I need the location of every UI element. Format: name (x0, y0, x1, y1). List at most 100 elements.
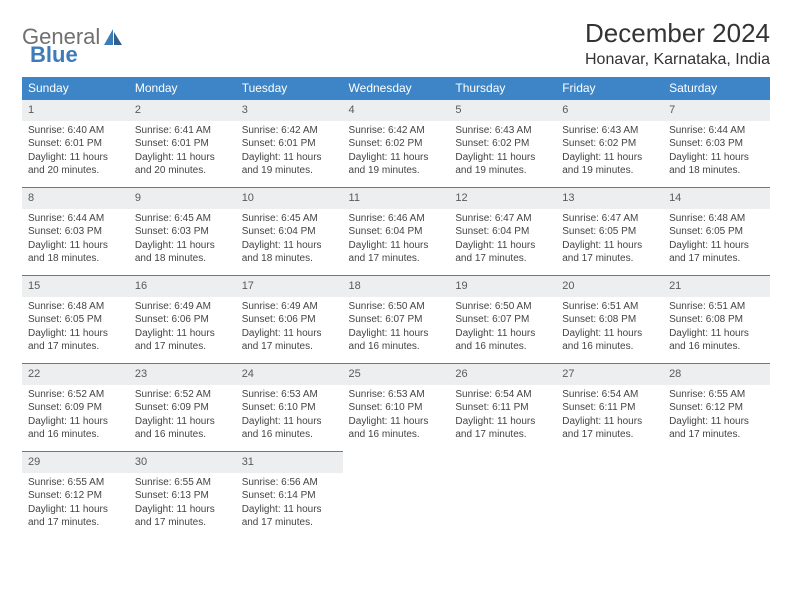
sunset-text: Sunset: 6:04 PM (455, 225, 550, 239)
day-details: Sunrise: 6:55 AMSunset: 6:13 PMDaylight:… (129, 473, 236, 536)
calendar-week-row: 15Sunrise: 6:48 AMSunset: 6:05 PMDayligh… (22, 276, 770, 364)
sunset-text: Sunset: 6:11 PM (455, 401, 550, 415)
day-number: 27 (556, 364, 663, 385)
daylight-text: Daylight: 11 hours and 16 minutes. (349, 415, 444, 442)
daylight-text: Daylight: 11 hours and 18 minutes. (242, 239, 337, 266)
calendar-day-cell: 2Sunrise: 6:41 AMSunset: 6:01 PMDaylight… (129, 100, 236, 188)
calendar-week-row: 8Sunrise: 6:44 AMSunset: 6:03 PMDaylight… (22, 188, 770, 276)
calendar-day-cell: 24Sunrise: 6:53 AMSunset: 6:10 PMDayligh… (236, 364, 343, 452)
calendar-day-cell: 1Sunrise: 6:40 AMSunset: 6:01 PMDaylight… (22, 100, 129, 188)
sunset-text: Sunset: 6:10 PM (242, 401, 337, 415)
sunset-text: Sunset: 6:01 PM (28, 137, 123, 151)
day-details: Sunrise: 6:52 AMSunset: 6:09 PMDaylight:… (22, 385, 129, 448)
logo-line2: Blue (30, 42, 78, 68)
calendar-day-cell: 29Sunrise: 6:55 AMSunset: 6:12 PMDayligh… (22, 452, 129, 540)
day-details: Sunrise: 6:55 AMSunset: 6:12 PMDaylight:… (663, 385, 770, 448)
day-details: Sunrise: 6:43 AMSunset: 6:02 PMDaylight:… (556, 121, 663, 184)
day-number: 30 (129, 452, 236, 473)
daylight-text: Daylight: 11 hours and 17 minutes. (242, 327, 337, 354)
calendar-day-cell: 12Sunrise: 6:47 AMSunset: 6:04 PMDayligh… (449, 188, 556, 276)
sunrise-text: Sunrise: 6:50 AM (349, 300, 444, 314)
daylight-text: Daylight: 11 hours and 16 minutes. (349, 327, 444, 354)
daylight-text: Daylight: 11 hours and 16 minutes. (28, 415, 123, 442)
calendar-week-row: 29Sunrise: 6:55 AMSunset: 6:12 PMDayligh… (22, 452, 770, 540)
day-number: 21 (663, 276, 770, 297)
sunset-text: Sunset: 6:09 PM (28, 401, 123, 415)
daylight-text: Daylight: 11 hours and 17 minutes. (135, 503, 230, 530)
sunrise-text: Sunrise: 6:55 AM (28, 476, 123, 490)
day-details: Sunrise: 6:43 AMSunset: 6:02 PMDaylight:… (449, 121, 556, 184)
calendar-day-cell: 14Sunrise: 6:48 AMSunset: 6:05 PMDayligh… (663, 188, 770, 276)
day-details: Sunrise: 6:44 AMSunset: 6:03 PMDaylight:… (663, 121, 770, 184)
calendar-day-cell: 6Sunrise: 6:43 AMSunset: 6:02 PMDaylight… (556, 100, 663, 188)
day-number: 31 (236, 452, 343, 473)
weekday-header: Saturday (663, 77, 770, 100)
sunset-text: Sunset: 6:12 PM (28, 489, 123, 503)
day-details: Sunrise: 6:47 AMSunset: 6:05 PMDaylight:… (556, 209, 663, 272)
day-details: Sunrise: 6:49 AMSunset: 6:06 PMDaylight:… (129, 297, 236, 360)
day-details: Sunrise: 6:44 AMSunset: 6:03 PMDaylight:… (22, 209, 129, 272)
sunrise-text: Sunrise: 6:55 AM (135, 476, 230, 490)
sunset-text: Sunset: 6:08 PM (562, 313, 657, 327)
calendar-day-cell: 16Sunrise: 6:49 AMSunset: 6:06 PMDayligh… (129, 276, 236, 364)
sunrise-text: Sunrise: 6:47 AM (562, 212, 657, 226)
sunrise-text: Sunrise: 6:51 AM (669, 300, 764, 314)
day-details: Sunrise: 6:42 AMSunset: 6:01 PMDaylight:… (236, 121, 343, 184)
daylight-text: Daylight: 11 hours and 18 minutes. (135, 239, 230, 266)
daylight-text: Daylight: 11 hours and 17 minutes. (135, 327, 230, 354)
daylight-text: Daylight: 11 hours and 17 minutes. (349, 239, 444, 266)
day-number: 19 (449, 276, 556, 297)
sunrise-text: Sunrise: 6:44 AM (28, 212, 123, 226)
sunrise-text: Sunrise: 6:45 AM (242, 212, 337, 226)
daylight-text: Daylight: 11 hours and 17 minutes. (455, 415, 550, 442)
sunset-text: Sunset: 6:01 PM (242, 137, 337, 151)
day-details: Sunrise: 6:50 AMSunset: 6:07 PMDaylight:… (343, 297, 450, 360)
weekday-header-row: SundayMondayTuesdayWednesdayThursdayFrid… (22, 77, 770, 100)
day-number: 24 (236, 364, 343, 385)
daylight-text: Daylight: 11 hours and 20 minutes. (135, 151, 230, 178)
day-number: 18 (343, 276, 450, 297)
calendar-day-cell: 7Sunrise: 6:44 AMSunset: 6:03 PMDaylight… (663, 100, 770, 188)
sunrise-text: Sunrise: 6:49 AM (242, 300, 337, 314)
day-number: 6 (556, 100, 663, 121)
sunset-text: Sunset: 6:10 PM (349, 401, 444, 415)
daylight-text: Daylight: 11 hours and 17 minutes. (562, 239, 657, 266)
day-details: Sunrise: 6:48 AMSunset: 6:05 PMDaylight:… (22, 297, 129, 360)
calendar-day-cell (663, 452, 770, 540)
sunset-text: Sunset: 6:05 PM (562, 225, 657, 239)
calendar-day-cell (556, 452, 663, 540)
sunset-text: Sunset: 6:07 PM (455, 313, 550, 327)
sunrise-text: Sunrise: 6:47 AM (455, 212, 550, 226)
sunset-text: Sunset: 6:01 PM (135, 137, 230, 151)
location: Honavar, Karnataka, India (585, 51, 770, 69)
calendar-day-cell: 22Sunrise: 6:52 AMSunset: 6:09 PMDayligh… (22, 364, 129, 452)
day-number: 5 (449, 100, 556, 121)
daylight-text: Daylight: 11 hours and 19 minutes. (242, 151, 337, 178)
calendar-day-cell: 11Sunrise: 6:46 AMSunset: 6:04 PMDayligh… (343, 188, 450, 276)
calendar-day-cell: 27Sunrise: 6:54 AMSunset: 6:11 PMDayligh… (556, 364, 663, 452)
daylight-text: Daylight: 11 hours and 19 minutes. (349, 151, 444, 178)
day-details: Sunrise: 6:51 AMSunset: 6:08 PMDaylight:… (663, 297, 770, 360)
sunrise-text: Sunrise: 6:42 AM (349, 124, 444, 138)
sunrise-text: Sunrise: 6:51 AM (562, 300, 657, 314)
day-number: 14 (663, 188, 770, 209)
day-number: 23 (129, 364, 236, 385)
daylight-text: Daylight: 11 hours and 17 minutes. (242, 503, 337, 530)
weekday-header: Tuesday (236, 77, 343, 100)
daylight-text: Daylight: 11 hours and 18 minutes. (28, 239, 123, 266)
day-details: Sunrise: 6:45 AMSunset: 6:04 PMDaylight:… (236, 209, 343, 272)
day-number: 11 (343, 188, 450, 209)
sunset-text: Sunset: 6:12 PM (669, 401, 764, 415)
daylight-text: Daylight: 11 hours and 17 minutes. (28, 503, 123, 530)
sunrise-text: Sunrise: 6:52 AM (135, 388, 230, 402)
day-number: 15 (22, 276, 129, 297)
sunset-text: Sunset: 6:03 PM (135, 225, 230, 239)
daylight-text: Daylight: 11 hours and 16 minutes. (455, 327, 550, 354)
sunrise-text: Sunrise: 6:49 AM (135, 300, 230, 314)
day-number: 13 (556, 188, 663, 209)
day-number: 28 (663, 364, 770, 385)
sunrise-text: Sunrise: 6:55 AM (669, 388, 764, 402)
calendar-day-cell: 26Sunrise: 6:54 AMSunset: 6:11 PMDayligh… (449, 364, 556, 452)
day-details: Sunrise: 6:42 AMSunset: 6:02 PMDaylight:… (343, 121, 450, 184)
sunset-text: Sunset: 6:04 PM (349, 225, 444, 239)
